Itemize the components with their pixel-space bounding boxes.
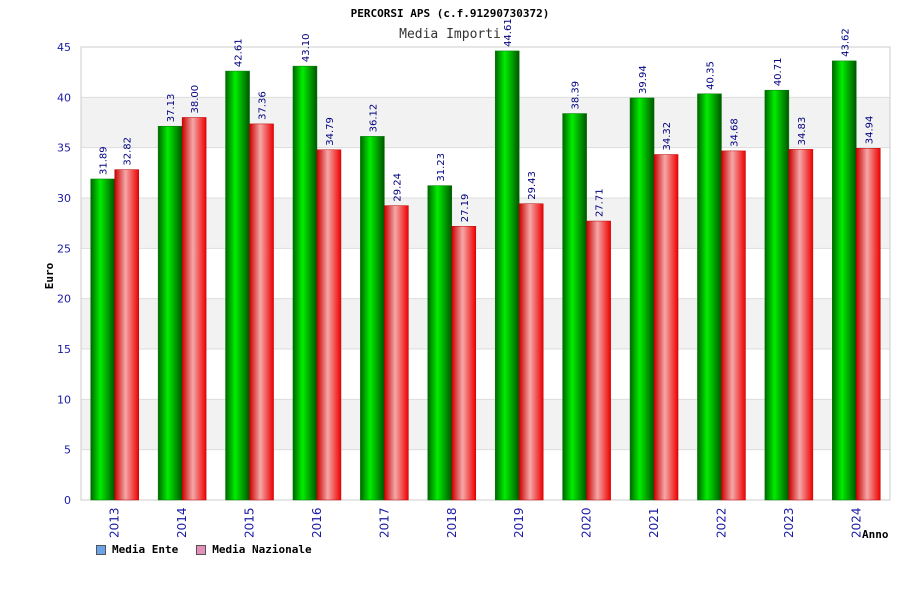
- y-tick-label: 0: [64, 494, 71, 507]
- bar-media-ente: [629, 97, 655, 501]
- legend-item-ente: Media Ente: [96, 543, 178, 556]
- bar-media-nazionale: [451, 226, 477, 501]
- plot-area: [80, 46, 891, 501]
- data-label: 31.23: [436, 153, 447, 182]
- data-label: 32.82: [123, 137, 134, 166]
- chart-subtitle: Media Importi: [399, 27, 501, 42]
- x-tick-label: 2023: [782, 507, 796, 538]
- bar-media-nazionale: [384, 205, 409, 501]
- data-label: 34.94: [864, 116, 875, 145]
- legend-label-ente: Media Ente: [112, 543, 179, 556]
- bar-media-ente: [764, 89, 790, 501]
- data-label: 27.19: [460, 194, 471, 223]
- data-label: 34.79: [325, 117, 336, 146]
- data-label: 37.36: [258, 91, 269, 120]
- y-tick-label: 45: [57, 41, 71, 54]
- data-label: 43.10: [301, 33, 312, 62]
- bar-media-ente: [225, 70, 250, 501]
- bar-media-nazionale: [114, 169, 139, 501]
- bar-media-ente: [90, 178, 115, 501]
- bar-media-ente: [697, 93, 722, 501]
- legend-swatch-nazionale: [196, 544, 207, 555]
- x-tick-label: 2024: [849, 507, 863, 538]
- data-label: 36.12: [368, 104, 379, 133]
- y-tick-label: 35: [57, 142, 71, 155]
- y-tick-label: 15: [57, 343, 71, 356]
- data-label: 34.68: [729, 118, 740, 147]
- grid-band: [81, 399, 890, 450]
- bar-media-nazionale: [249, 123, 274, 501]
- data-label: 38.00: [190, 85, 201, 114]
- bar-media-ente: [427, 185, 453, 501]
- x-tick-label: 2017: [377, 507, 391, 538]
- x-tick-label: 2021: [647, 507, 661, 538]
- bar-media-nazionale: [586, 220, 611, 501]
- bar-media-nazionale: [181, 117, 207, 501]
- data-label: 40.71: [773, 58, 784, 87]
- legend-swatch-ente: [96, 544, 106, 555]
- data-label: 42.61: [234, 38, 245, 67]
- x-tick-label: 2020: [580, 507, 594, 538]
- bar-media-ente: [360, 136, 385, 501]
- data-label: 37.13: [166, 94, 177, 123]
- data-label: 38.39: [571, 81, 582, 110]
- data-label: 34.32: [662, 122, 673, 151]
- data-label: 29.24: [392, 173, 403, 202]
- grid-band: [81, 97, 890, 148]
- data-label: 34.83: [797, 117, 808, 146]
- bar-media-nazionale: [653, 154, 679, 501]
- y-tick-label: 10: [57, 393, 71, 406]
- x-axis-label: Anno: [862, 528, 889, 541]
- data-label: 29.43: [527, 171, 538, 200]
- y-tick-label: 25: [57, 242, 71, 255]
- x-tick-label: 2015: [243, 507, 257, 538]
- bar-media-nazionale: [856, 148, 881, 501]
- bar-media-nazionale: [788, 149, 814, 501]
- data-label: 39.94: [638, 65, 649, 94]
- bar-media-ente: [562, 113, 587, 501]
- x-tick-label: 2013: [108, 507, 122, 538]
- data-label: 31.89: [99, 146, 110, 175]
- bar-media-nazionale: [316, 149, 342, 501]
- x-tick-label: 2016: [310, 507, 324, 538]
- chart-title: PERCORSI APS (c.f.91290730372): [351, 7, 550, 20]
- data-label: 43.62: [840, 28, 851, 57]
- legend-label-nazionale: Media Nazionale: [212, 543, 312, 556]
- legend-item-nazionale: Media Nazionale: [196, 543, 312, 556]
- bar-media-nazionale: [518, 203, 544, 501]
- legend: Media Ente Media Nazionale: [96, 543, 312, 556]
- data-label: 40.35: [705, 61, 716, 90]
- y-tick-label: 5: [64, 444, 71, 457]
- x-tick-label: 2014: [175, 507, 189, 538]
- grid-band: [81, 198, 890, 249]
- bar-media-ente: [292, 65, 318, 501]
- x-tick-label: 2018: [445, 507, 459, 538]
- grid-band: [81, 298, 890, 349]
- bar-media-ente: [494, 50, 520, 501]
- bar-media-ente: [832, 60, 857, 501]
- data-label: 27.71: [595, 188, 606, 217]
- y-tick-label: 40: [57, 91, 71, 104]
- x-tick-label: 2019: [512, 507, 526, 538]
- y-axis-label: Euro: [43, 262, 56, 289]
- bar-media-ente: [157, 125, 183, 501]
- y-tick-label: 20: [57, 293, 71, 306]
- y-tick-label: 30: [57, 192, 71, 205]
- data-label: 44.61: [503, 18, 514, 47]
- x-tick-label: 2022: [714, 507, 728, 538]
- bar-media-nazionale: [721, 150, 746, 501]
